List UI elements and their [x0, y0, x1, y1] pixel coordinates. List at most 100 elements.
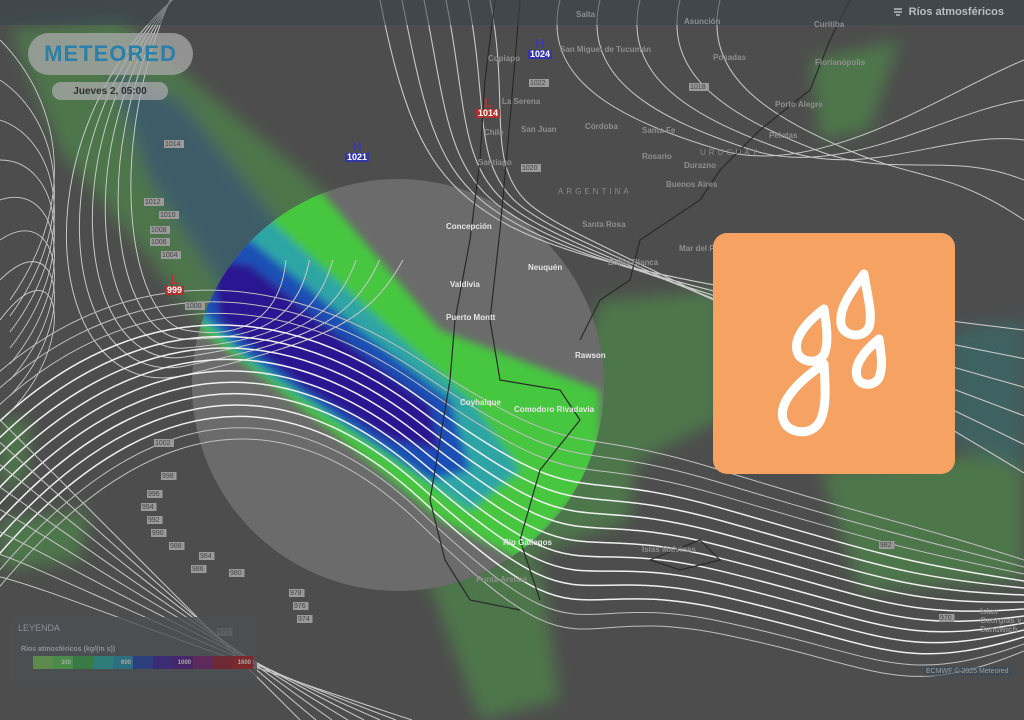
- country-label: URUGUAY: [700, 148, 761, 157]
- atmospheric-river-icon: [893, 8, 902, 16]
- isobar-label: 986: [192, 566, 204, 573]
- isobar-label-bg: [229, 569, 245, 577]
- isobar: [0, 358, 1024, 603]
- city-label: Islas Georgias y Sandwich: [980, 607, 1022, 634]
- city-label: Asunción: [684, 17, 721, 26]
- isobar: [0, 347, 1024, 596]
- isobar: [636, 0, 1024, 161]
- isobar-label: 992: [148, 517, 160, 524]
- isobar: [0, 312, 1024, 575]
- isobar: [0, 464, 333, 720]
- isobar: [0, 438, 1024, 677]
- meteored-logo[interactable]: METEORED: [28, 33, 193, 75]
- city-label: Córdoba: [585, 122, 618, 131]
- isobar: [0, 119, 55, 333]
- legend-swatch: [133, 656, 153, 669]
- city-label: Islas Malvinas: [642, 545, 696, 554]
- isobar: [0, 197, 55, 365]
- isobar-label-bg: [150, 226, 170, 234]
- isobar-label-bg: [293, 602, 309, 610]
- isobar: [0, 261, 55, 397]
- legend-swatch: [93, 656, 113, 669]
- city-label: Pelotas: [769, 131, 798, 140]
- isobar-label: 988: [170, 543, 182, 550]
- city-label: Durazno: [684, 161, 716, 170]
- isobar: [130, 0, 287, 333]
- high-pressure-center: H 1021: [345, 139, 370, 162]
- top-bar: [0, 0, 1024, 25]
- legend-swatch: [33, 656, 53, 669]
- city-label: Salta: [576, 10, 596, 19]
- isobar-label: 978: [290, 590, 302, 597]
- atmospheric-river-tile: [713, 233, 955, 474]
- city-label: Santa Fe: [642, 126, 676, 135]
- isobar: [0, 370, 1024, 612]
- legend-color-bar: 300 600 1000 1600: [33, 656, 253, 669]
- isobar-label: 1004: [162, 252, 178, 259]
- layer-title-text: Ríos atmosféricos: [908, 6, 1004, 18]
- city-label: Mar del Plata: [679, 244, 729, 253]
- city-label: Copiapo: [488, 54, 520, 63]
- low-pressure-center: L 1014: [476, 95, 501, 118]
- isobar-label-bg: [141, 503, 157, 511]
- city-label: Comodoro Rivadavia: [514, 405, 595, 414]
- isobar: [0, 415, 1024, 655]
- city-label: San Miguel de Tucumán: [560, 45, 651, 54]
- city-label: Chile: [484, 128, 504, 137]
- isobar: [676, 0, 1024, 181]
- city-label: Concepción: [446, 222, 492, 231]
- isobar-label: 974: [298, 616, 310, 623]
- isobar-label-bg: [147, 516, 163, 524]
- isobar: [0, 335, 1024, 589]
- isobar-label: 1012: [145, 199, 161, 206]
- city-label: Santiago: [478, 158, 512, 167]
- credit: ECMWF © 2025 Meteored: [923, 667, 1012, 676]
- isobar-label: 996: [148, 491, 160, 498]
- isobar: [117, 0, 310, 340]
- isobar: [66, 0, 404, 379]
- legend-swatch: [153, 656, 173, 669]
- legend-swatch: [73, 656, 93, 669]
- isobar-label: 984: [200, 553, 212, 560]
- isobar: [0, 79, 55, 317]
- isobar-label: 970: [940, 615, 952, 622]
- country-label: ARGENTINA: [558, 187, 632, 196]
- legend-title: LEYENDA: [18, 623, 61, 633]
- isobar-label: 1000: [186, 303, 202, 310]
- isobar-label: 1002: [155, 440, 171, 447]
- city-label: Florianópolis: [815, 58, 866, 67]
- isobar-label-bg: [161, 251, 181, 259]
- atmospheric-river-focus: [200, 179, 600, 560]
- city-label: San Juan: [521, 125, 557, 134]
- low-pressure-center: L 999: [165, 272, 185, 295]
- isobar-label: 1020: [522, 165, 538, 172]
- city-label: Rawson: [575, 351, 606, 360]
- isobar-label-bg: [521, 164, 541, 172]
- raindrops-icon: [777, 269, 887, 436]
- isobar-label-bg: [164, 140, 184, 148]
- isobar: [556, 0, 1024, 157]
- forecast-time-text: Jueves 2, 05:00: [73, 85, 147, 97]
- coastlines: [429, 0, 851, 611]
- city-label: Rosario: [642, 152, 672, 161]
- isobar-label-bg: [150, 238, 170, 246]
- isobar-label: 994: [142, 504, 154, 511]
- city-label: Neuquén: [528, 263, 563, 272]
- layer-title[interactable]: Ríos atmosféricos: [893, 6, 1004, 18]
- legend-swatch: 1600: [233, 656, 253, 669]
- isobar-label: 1006: [151, 239, 167, 246]
- high-pressure-center: H 1024: [528, 36, 553, 59]
- isobar-label-bg: [147, 490, 163, 498]
- isobar-label: 998: [162, 473, 174, 480]
- isobar: [0, 301, 1024, 568]
- isobar-label-bg: [297, 615, 313, 623]
- forecast-time[interactable]: Jueves 2, 05:00: [52, 82, 168, 100]
- city-label: Curitiba: [814, 20, 845, 29]
- isobar: [0, 159, 55, 349]
- isobar: [0, 553, 397, 720]
- isobar-label-bg: [529, 79, 549, 87]
- legend-swatch: 300: [53, 656, 73, 669]
- city-label: Bahía Blanca: [608, 258, 659, 267]
